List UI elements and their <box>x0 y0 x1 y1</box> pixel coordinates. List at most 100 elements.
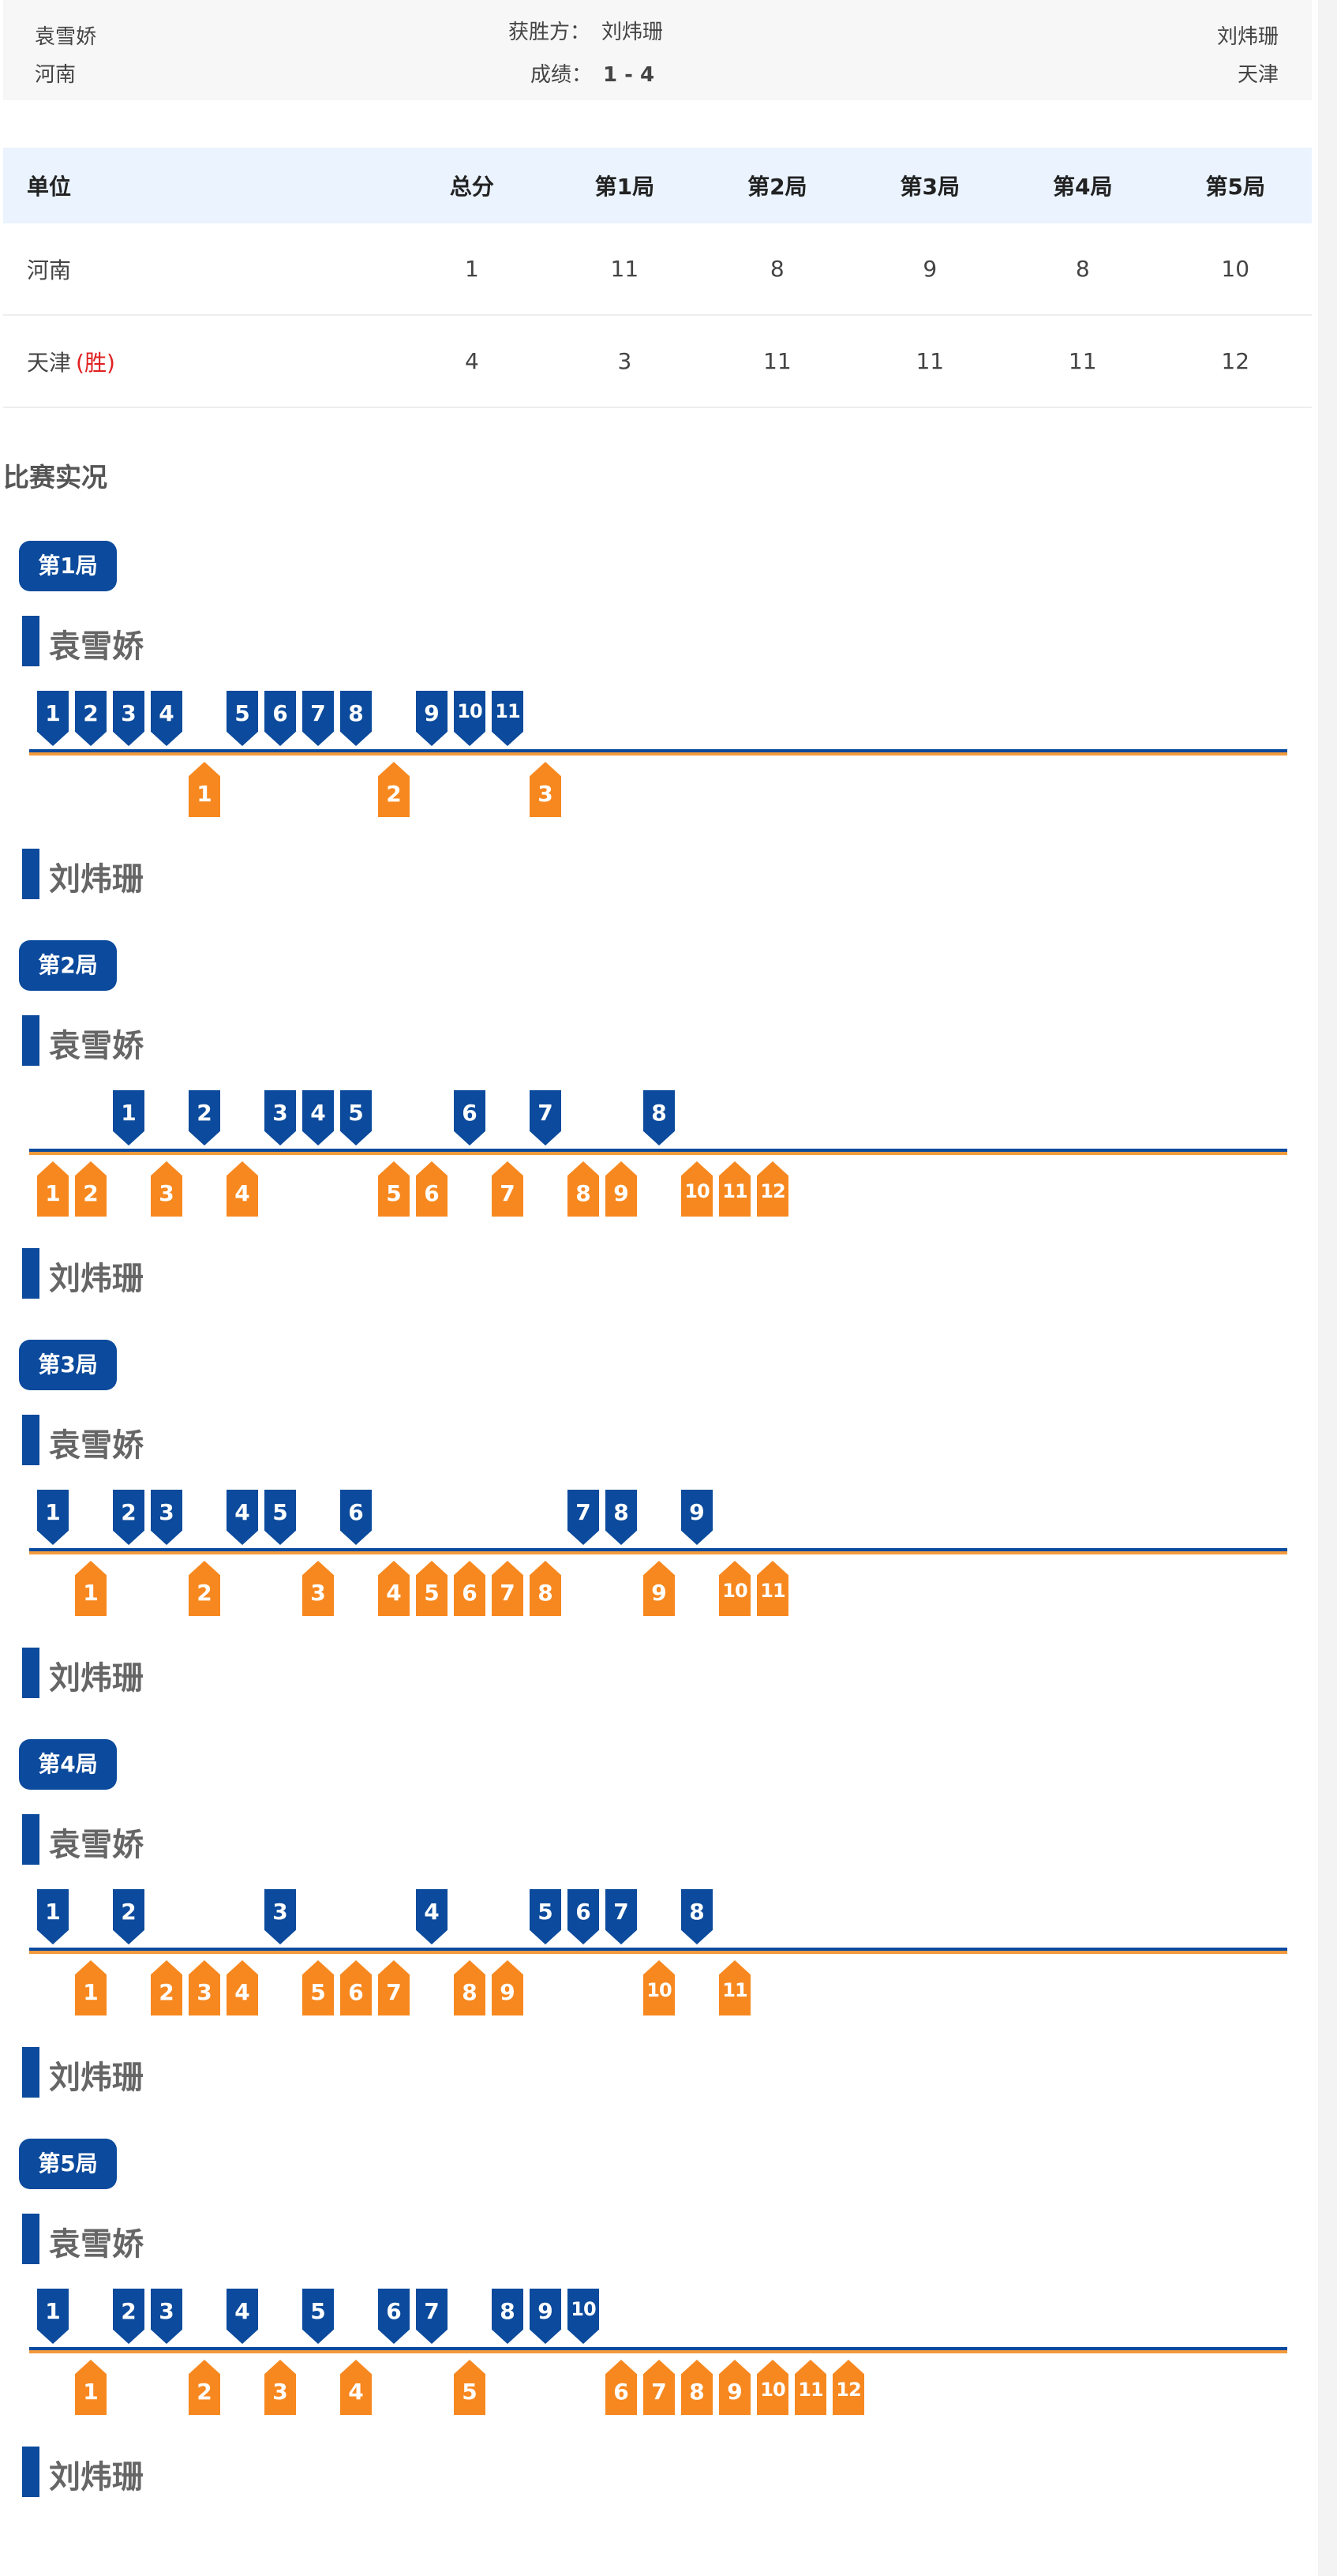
player-marker-bar <box>22 2047 39 2098</box>
rally-timeline <box>29 1948 1287 1954</box>
point-marker-bottom-player: 11 <box>795 2360 826 2415</box>
point-marker-bottom-player: 4 <box>340 2360 372 2415</box>
point-score-label: 4 <box>310 1100 326 1126</box>
point-marker-top-player: 8 <box>340 691 372 746</box>
point-marker-top-player: 1 <box>113 1090 144 1146</box>
point-score-label: 2 <box>197 2379 212 2405</box>
point-score-label: 1 <box>45 1499 61 1525</box>
point-score-label: 11 <box>495 700 520 722</box>
point-marker-bottom-player: 11 <box>757 1561 788 1616</box>
player-marker-bar <box>22 1814 39 1865</box>
game-block-2: 第2局 袁雪娇 1 2 1 3 2 4 3 4 5 5 6 6 7 7 8 9 8 10 11 12 刘炜珊 <box>0 940 1337 1339</box>
col-header-game1: 第1局 <box>548 148 702 223</box>
score-table: 单位 总分 第1局 第2局 第3局 第4局 第5局 河南 1 11 8 9 8 … <box>3 148 1312 408</box>
unit-name: 河南 <box>27 257 72 283</box>
player-marker-bar <box>22 616 39 666</box>
point-score-label: 1 <box>45 700 61 726</box>
section-title-live: 比赛实况 <box>3 462 107 493</box>
point-score-label: 6 <box>272 700 288 726</box>
point-score-label: 3 <box>159 1180 174 1206</box>
point-score-label: 2 <box>83 1180 99 1206</box>
point-marker-top-player: 4 <box>227 2289 258 2344</box>
table-cell: 3 <box>548 315 702 408</box>
point-marker-bottom-player: 3 <box>530 762 561 817</box>
scrollbar-track[interactable] <box>1318 0 1337 2576</box>
point-score-label: 8 <box>575 1180 591 1206</box>
point-score-label: 7 <box>386 1979 402 2005</box>
point-marker-top-player: 2 <box>75 691 107 746</box>
player-name-bottom: 刘炜珊 <box>49 1261 144 1297</box>
game-badge[interactable]: 第3局 <box>19 1340 117 1390</box>
game-badge[interactable]: 第2局 <box>19 940 117 991</box>
game-block-1: 第1局 袁雪娇 1 2 3 4 1 5 6 7 8 2 9 10 11 3 刘炜珊 <box>0 541 1337 939</box>
table-cell-unit: 河南 <box>3 223 396 316</box>
point-score-label: 4 <box>234 1180 250 1206</box>
point-marker-top-player: 5 <box>302 2289 334 2344</box>
point-marker-bottom-player: 6 <box>416 1161 448 1217</box>
point-score-label: 3 <box>197 1979 212 2005</box>
col-header-unit: 单位 <box>3 148 396 223</box>
point-score-label: 3 <box>310 1580 326 1606</box>
table-cell: 11 <box>1006 315 1159 408</box>
point-marker-top-player: 3 <box>113 691 144 746</box>
point-marker-top-player: 2 <box>113 1490 144 1545</box>
col-header-game2: 第2局 <box>701 148 854 223</box>
point-score-label: 6 <box>462 1100 478 1126</box>
point-marker-bottom-player: 9 <box>492 1960 523 2015</box>
point-marker-bottom-player: 7 <box>643 2360 675 2415</box>
game-badge[interactable]: 第5局 <box>19 2139 117 2189</box>
player-name-bottom: 刘炜珊 <box>49 2459 144 2495</box>
player-name-top: 袁雪娇 <box>49 1028 144 1064</box>
table-cell: 9 <box>853 223 1006 316</box>
point-marker-bottom-player: 10 <box>719 1561 751 1616</box>
point-score-label: 8 <box>537 1580 553 1606</box>
point-score-label: 1 <box>83 2379 99 2405</box>
point-marker-bottom-player: 5 <box>302 1960 334 2015</box>
player1-unit: 河南 <box>35 63 77 87</box>
point-marker-top-player: 6 <box>378 2289 410 2344</box>
point-score-label: 11 <box>722 1180 747 1202</box>
point-score-label: 9 <box>500 1979 515 2005</box>
point-marker-bottom-player: 1 <box>75 1561 107 1616</box>
point-score-label: 5 <box>348 1100 364 1126</box>
point-score-label: 3 <box>159 2298 174 2324</box>
point-marker-bottom-player: 1 <box>189 762 220 817</box>
unit-name: 天津 <box>27 349 72 376</box>
point-score-label: 7 <box>500 1180 515 1206</box>
score-label: 成绩： <box>530 63 593 87</box>
point-marker-top-player: 10 <box>567 2289 599 2344</box>
point-marker-bottom-player: 11 <box>719 1161 751 1217</box>
point-marker-bottom-player: 6 <box>605 2360 637 2415</box>
match-header: 袁雪娇 河南 获胜方： 刘炜珊 成绩： 1 - 4 刘炜珊 天津 <box>3 0 1312 100</box>
point-marker-top-player: 9 <box>681 1490 713 1545</box>
point-score-label: 7 <box>537 1100 553 1126</box>
point-score-label: 8 <box>689 2379 705 2405</box>
table-cell: 8 <box>1006 223 1159 316</box>
point-score-label: 2 <box>159 1979 174 2005</box>
player-name-bottom: 刘炜珊 <box>49 1660 144 1697</box>
point-score-label: 3 <box>272 1100 288 1126</box>
point-marker-top-player: 2 <box>189 1090 220 1146</box>
point-score-label: 5 <box>424 1580 440 1606</box>
point-score-label: 6 <box>424 1180 440 1206</box>
point-score-label: 3 <box>272 2379 288 2405</box>
player1-name: 袁雪娇 <box>35 25 97 49</box>
game-badge[interactable]: 第1局 <box>19 541 117 591</box>
point-marker-top-player: 5 <box>530 1889 561 1944</box>
point-score-label: 1 <box>197 781 212 807</box>
player-marker-bar <box>22 1415 39 1465</box>
player-marker-bar <box>22 2447 39 2497</box>
game-badge[interactable]: 第4局 <box>19 1739 117 1790</box>
player2-unit: 天津 <box>1237 63 1279 87</box>
rally-timeline <box>29 2347 1287 2353</box>
point-marker-bottom-player: 9 <box>719 2360 751 2415</box>
point-score-label: 8 <box>462 1979 478 2005</box>
point-marker-top-player: 6 <box>567 1889 599 1944</box>
point-marker-bottom-player: 11 <box>719 1960 751 2015</box>
table-cell: 4 <box>395 315 549 408</box>
game-block-3: 第3局 袁雪娇 1 1 2 3 2 4 5 3 6 4 5 6 7 8 7 8 9 9 10 11 刘炜珊 <box>0 1340 1337 1738</box>
player-marker-bar <box>22 1248 39 1299</box>
player-marker-bar <box>22 1648 39 1698</box>
point-score-label: 1 <box>83 1580 99 1606</box>
table-cell: 11 <box>548 223 702 316</box>
